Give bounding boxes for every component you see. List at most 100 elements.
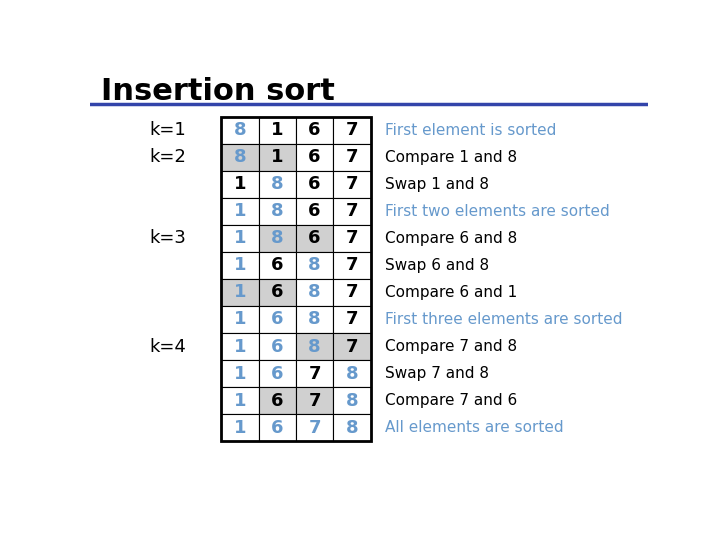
Bar [296,360,333,387]
Bar [221,171,258,198]
Text: 6: 6 [271,310,284,328]
Text: 7: 7 [308,392,321,409]
Text: 7: 7 [346,284,359,301]
Text: 8: 8 [271,202,284,220]
Bar [296,387,333,414]
Text: 7: 7 [346,176,359,193]
Text: 1: 1 [233,418,246,436]
Text: 8: 8 [271,176,284,193]
Text: 1: 1 [233,256,246,274]
Text: Swap 1 and 8: Swap 1 and 8 [384,177,489,192]
Bar [333,333,371,360]
Text: 7: 7 [346,148,359,166]
Bar [333,414,371,441]
Bar [258,306,296,333]
Bar [333,225,371,252]
Text: 6: 6 [271,392,284,409]
Text: 1: 1 [233,364,246,382]
Bar [221,117,371,441]
Bar [258,171,296,198]
Text: 1: 1 [233,202,246,220]
Bar [333,117,371,144]
Text: Swap 6 and 8: Swap 6 and 8 [384,258,489,273]
Bar [221,144,258,171]
Text: k=4: k=4 [150,338,186,355]
Text: Insertion sort: Insertion sort [101,77,335,106]
Text: 8: 8 [308,338,321,355]
Bar [221,360,258,387]
Bar [258,117,296,144]
Bar [221,306,258,333]
Text: 1: 1 [233,310,246,328]
Bar [296,198,333,225]
Text: 7: 7 [346,202,359,220]
Text: 7: 7 [346,256,359,274]
Bar [221,414,258,441]
Text: 8: 8 [346,364,359,382]
Text: 8: 8 [271,230,284,247]
Text: 7: 7 [346,230,359,247]
Bar [333,252,371,279]
Bar [221,198,258,225]
Text: 8: 8 [308,256,321,274]
Text: 6: 6 [271,284,284,301]
Bar [221,117,258,144]
Text: k=1: k=1 [150,122,186,139]
Text: 8: 8 [346,392,359,409]
Bar [296,117,333,144]
Text: 7: 7 [346,122,359,139]
Text: 6: 6 [271,364,284,382]
Bar [258,414,296,441]
Text: 6: 6 [271,256,284,274]
Text: First three elements are sorted: First three elements are sorted [384,312,622,327]
Bar [258,144,296,171]
Text: 6: 6 [308,202,321,220]
Text: First two elements are sorted: First two elements are sorted [384,204,609,219]
Bar [296,225,333,252]
Text: 1: 1 [233,230,246,247]
Bar [333,279,371,306]
Bar [221,387,258,414]
Bar [333,306,371,333]
Text: 6: 6 [308,148,321,166]
Bar [333,198,371,225]
Text: 1: 1 [233,392,246,409]
Bar [333,171,371,198]
Text: 8: 8 [233,122,246,139]
Text: All elements are sorted: All elements are sorted [384,420,563,435]
Bar [258,198,296,225]
Bar [258,333,296,360]
Bar [258,387,296,414]
Text: 1: 1 [271,148,284,166]
Bar [221,279,258,306]
Text: 6: 6 [271,418,284,436]
Text: 8: 8 [346,418,359,436]
Text: 1: 1 [233,338,246,355]
Bar [221,333,258,360]
Text: 8: 8 [233,148,246,166]
Text: 6: 6 [271,338,284,355]
Bar [258,360,296,387]
Bar [296,306,333,333]
Text: 7: 7 [346,338,359,355]
Text: k=3: k=3 [150,230,186,247]
Text: Compare 7 and 6: Compare 7 and 6 [384,393,517,408]
Bar [258,279,296,306]
Bar [296,144,333,171]
Text: k=2: k=2 [150,148,186,166]
Bar [258,225,296,252]
Text: 1: 1 [233,284,246,301]
Text: Compare 7 and 8: Compare 7 and 8 [384,339,517,354]
Bar [258,252,296,279]
Text: 6: 6 [308,230,321,247]
Text: Compare 6 and 8: Compare 6 and 8 [384,231,517,246]
Bar [333,360,371,387]
Text: 1: 1 [271,122,284,139]
Bar [296,279,333,306]
Bar [333,387,371,414]
Bar [296,171,333,198]
Text: 8: 8 [308,310,321,328]
Text: Compare 1 and 8: Compare 1 and 8 [384,150,517,165]
Bar [221,225,258,252]
Text: 6: 6 [308,176,321,193]
